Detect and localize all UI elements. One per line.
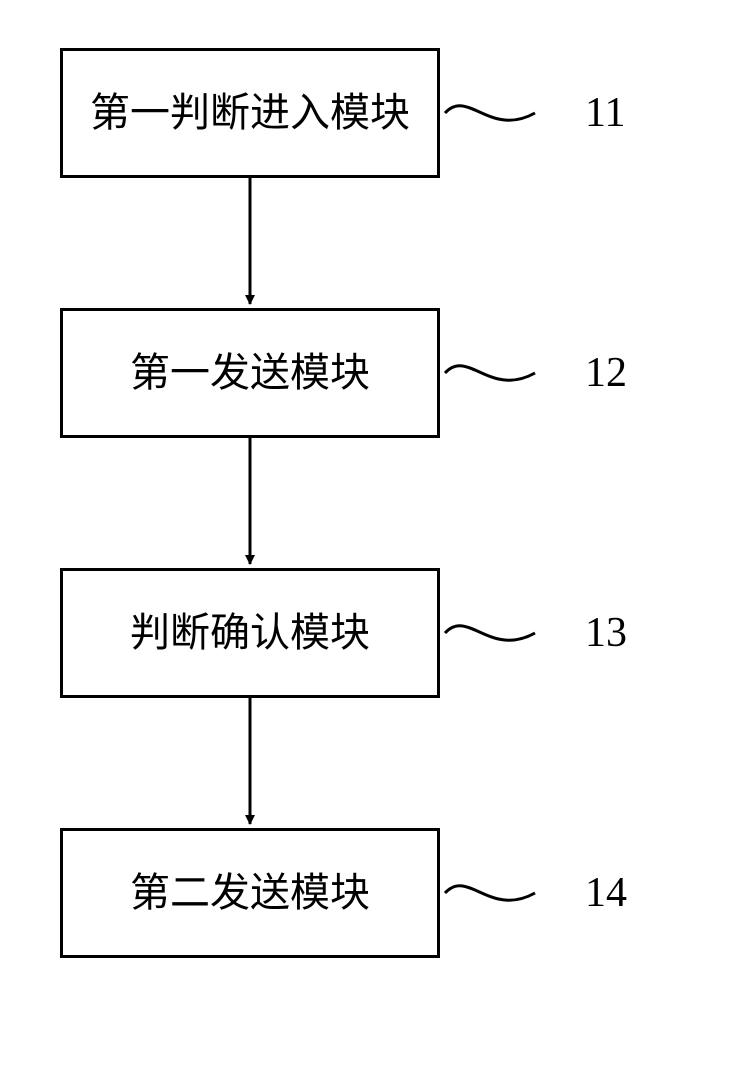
node-box-2: 第一发送模块: [60, 308, 440, 438]
tilde-3: [445, 626, 535, 640]
node-number-2: 12: [585, 352, 627, 394]
node-number-3: 13: [585, 612, 627, 654]
node-label-4: 第二发送模块: [130, 873, 370, 913]
tilde-1: [445, 106, 535, 120]
node-number-4: 14: [585, 872, 627, 914]
tilde-4: [445, 886, 535, 900]
flowchart-canvas: 第一判断进入模块 11 第一发送模块 12 判断确认模块 13 第二发送模块 1…: [0, 0, 734, 1085]
tilde-2: [445, 366, 535, 380]
node-label-2: 第一发送模块: [130, 353, 370, 393]
node-box-4: 第二发送模块: [60, 828, 440, 958]
node-number-1: 11: [585, 92, 625, 134]
node-box-3: 判断确认模块: [60, 568, 440, 698]
node-label-3: 判断确认模块: [130, 613, 370, 653]
node-box-1: 第一判断进入模块: [60, 48, 440, 178]
node-label-1: 第一判断进入模块: [90, 93, 410, 133]
